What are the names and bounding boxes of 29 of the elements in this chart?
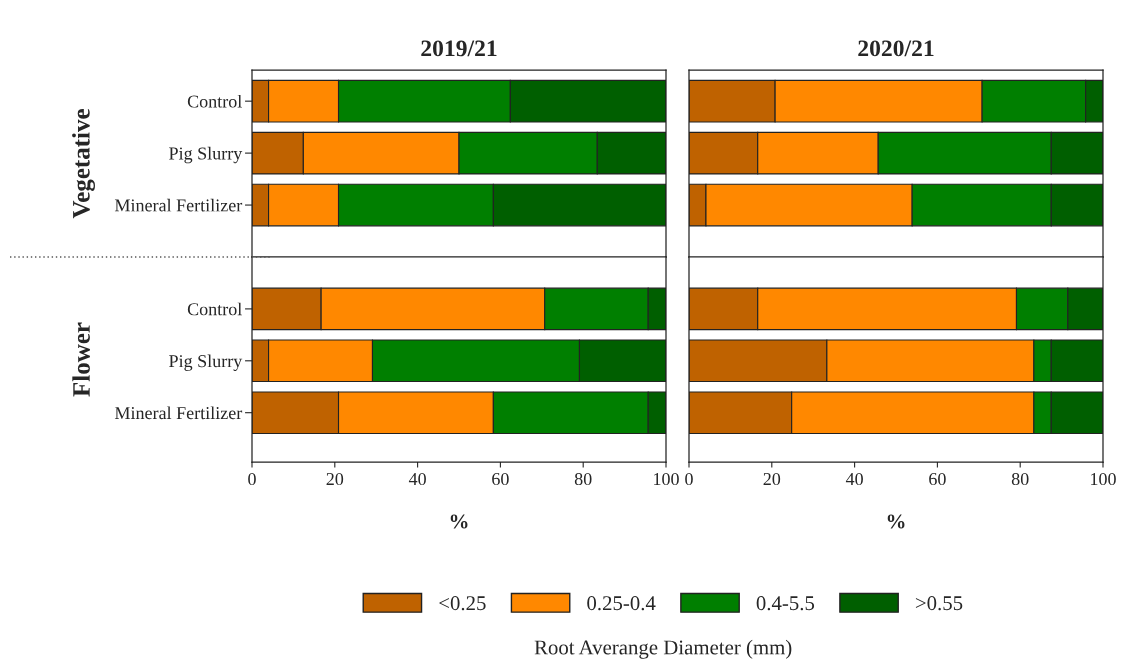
- x-tick-label: 40: [408, 472, 426, 486]
- x-tick-label: 20: [763, 472, 781, 486]
- y-axis-title: Vegetative: [72, 109, 95, 219]
- x-tick-label: 60: [929, 472, 946, 486]
- x-tick-label: 60: [492, 472, 509, 486]
- y-tick-label: Mineral Fertilizer: [114, 406, 243, 420]
- x-tick-label: 0: [685, 472, 693, 486]
- x-tick-label: 100: [1091, 472, 1116, 486]
- x-tick-label: 20: [326, 472, 344, 486]
- legend-label: <0.25: [439, 596, 486, 611]
- y-tick-label: Control: [187, 302, 242, 316]
- y-axis-title: Flower: [72, 322, 90, 397]
- chart-title: 2019/21: [421, 40, 497, 57]
- x-axis-title: %: [450, 514, 468, 529]
- legend-label: 0.4-5.5: [756, 596, 815, 611]
- x-axis-title: %: [887, 514, 905, 529]
- legend-label: >0.55: [915, 596, 963, 611]
- x-tick-label: 40: [845, 472, 863, 486]
- x-tick-label: 80: [574, 472, 592, 486]
- legend-title: Root Averange Diameter (mm): [534, 639, 792, 659]
- y-tick-label: Control: [187, 94, 242, 108]
- chart-title: 2020/21: [858, 40, 934, 57]
- x-tick-label: 0: [248, 472, 256, 486]
- y-tick-label: Mineral Fertilizer: [114, 198, 243, 212]
- y-tick-label: Pig Slurry: [169, 354, 243, 371]
- y-tick-label: Pig Slurry: [169, 146, 243, 164]
- legend-label: 0.25-0.4: [587, 596, 656, 611]
- x-tick-label: 80: [1011, 472, 1029, 486]
- x-tick-label: 100: [654, 472, 679, 486]
